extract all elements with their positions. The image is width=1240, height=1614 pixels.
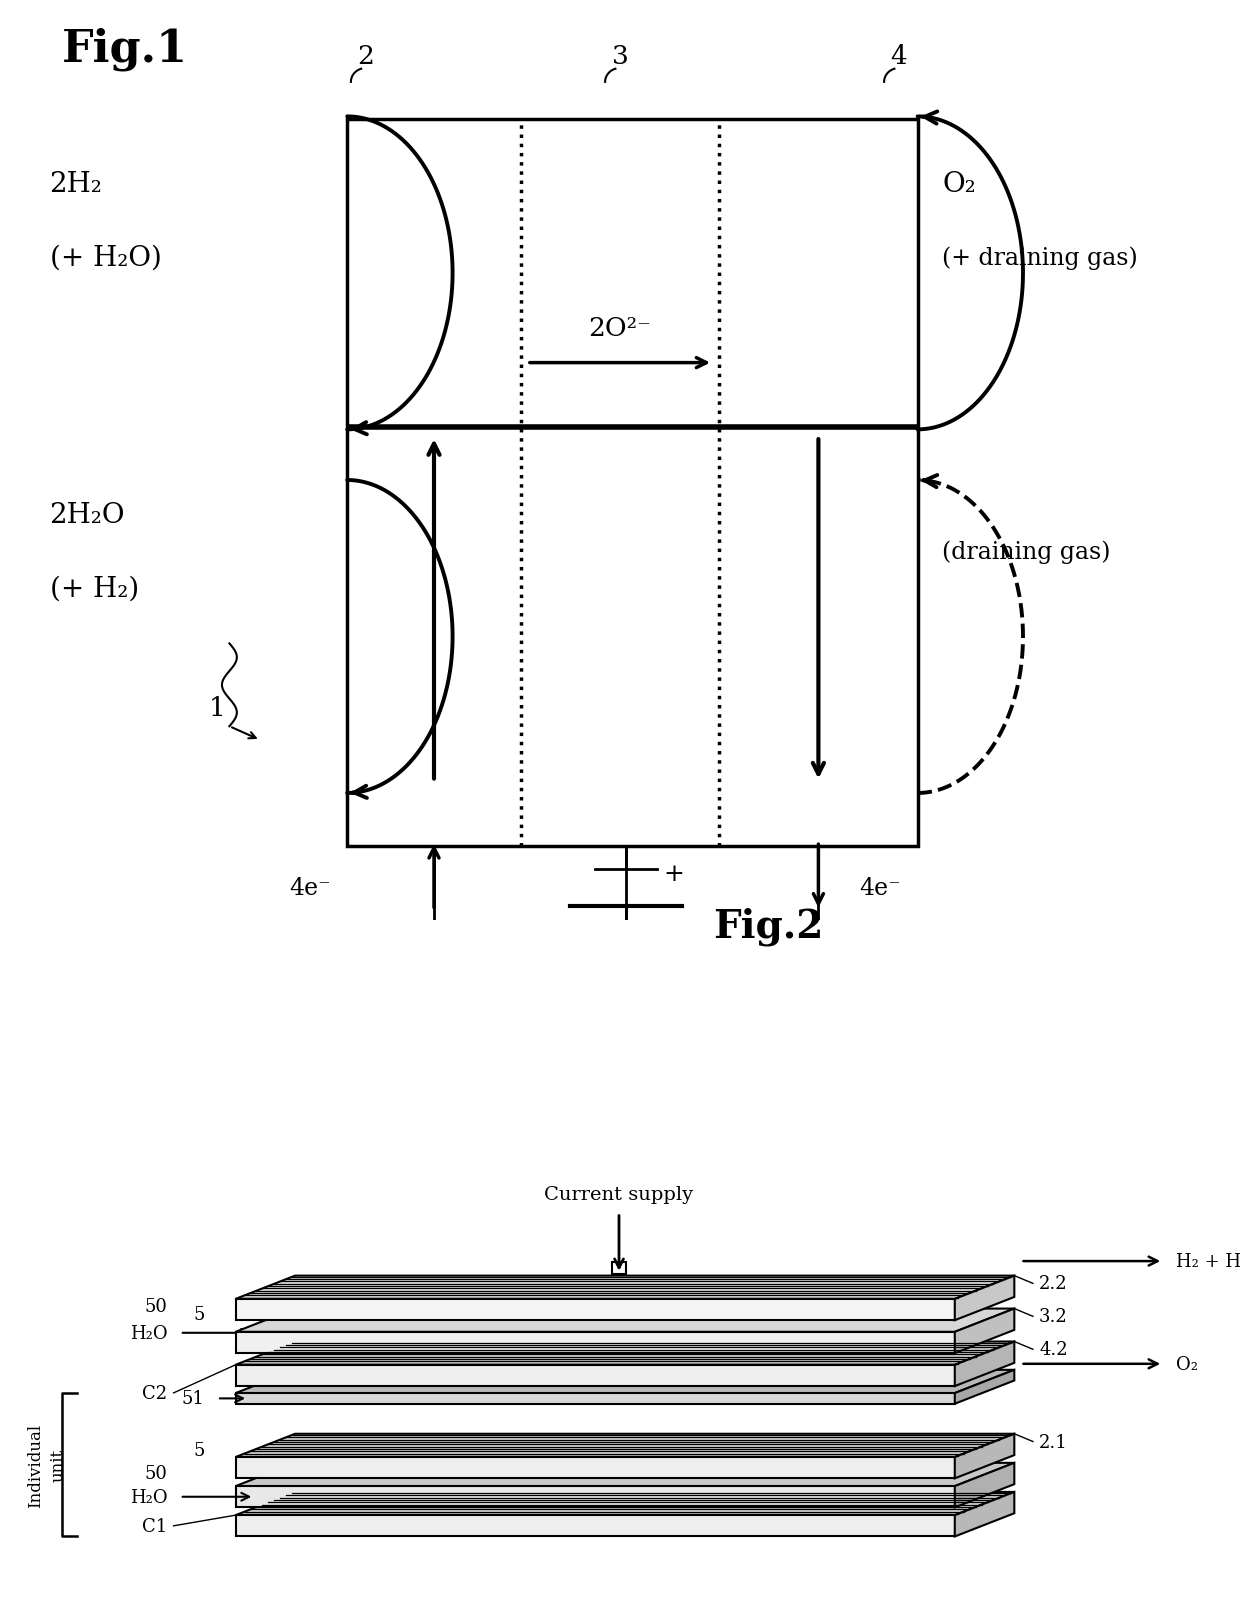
Polygon shape — [955, 1370, 1014, 1404]
Polygon shape — [236, 1370, 1014, 1393]
Text: 51: 51 — [182, 1390, 205, 1407]
Text: 4e⁻: 4e⁻ — [289, 876, 331, 899]
Text: Fig.1: Fig.1 — [62, 27, 188, 71]
Text: Current supply: Current supply — [544, 1185, 693, 1202]
Text: 4: 4 — [890, 44, 908, 69]
Text: 4e⁻: 4e⁻ — [859, 876, 901, 899]
Text: 2O²⁻: 2O²⁻ — [589, 315, 651, 341]
Text: O₂: O₂ — [1176, 1356, 1198, 1374]
Polygon shape — [236, 1393, 955, 1404]
Polygon shape — [236, 1516, 955, 1537]
Polygon shape — [955, 1491, 1014, 1537]
Text: 5: 5 — [193, 1441, 205, 1459]
Polygon shape — [236, 1486, 955, 1507]
Polygon shape — [955, 1309, 1014, 1353]
Polygon shape — [236, 1365, 955, 1386]
Text: 2H₂O: 2H₂O — [50, 502, 125, 529]
Text: O₂: O₂ — [942, 171, 976, 197]
Text: 2H₂: 2H₂ — [50, 171, 103, 197]
Text: 3: 3 — [611, 44, 629, 69]
Text: C1: C1 — [143, 1517, 167, 1535]
Text: 50: 50 — [145, 1464, 167, 1482]
Text: 5: 5 — [193, 1306, 205, 1323]
Text: 2: 2 — [357, 44, 374, 69]
Text: −: − — [568, 894, 589, 918]
Text: Fig.2: Fig.2 — [713, 907, 825, 946]
Polygon shape — [236, 1275, 1014, 1299]
Text: (+ H₂): (+ H₂) — [50, 575, 139, 602]
Text: (draining gas): (draining gas) — [942, 541, 1111, 563]
Text: (+ H₂O): (+ H₂O) — [50, 244, 161, 271]
Polygon shape — [955, 1341, 1014, 1386]
Polygon shape — [955, 1462, 1014, 1507]
Polygon shape — [236, 1491, 1014, 1516]
Text: H₂O: H₂O — [130, 1488, 167, 1506]
Text: 2.2: 2.2 — [1039, 1275, 1068, 1293]
Text: 2.1: 2.1 — [1039, 1433, 1068, 1451]
Polygon shape — [955, 1275, 1014, 1320]
Polygon shape — [236, 1457, 955, 1478]
Text: +: + — [663, 862, 684, 886]
Text: Individual
unit: Individual unit — [27, 1424, 67, 1507]
Polygon shape — [236, 1433, 1014, 1457]
Text: H₂O: H₂O — [130, 1323, 167, 1341]
Polygon shape — [955, 1433, 1014, 1478]
Text: 3.2: 3.2 — [1039, 1307, 1068, 1325]
Polygon shape — [611, 1262, 626, 1273]
Polygon shape — [236, 1299, 955, 1320]
Polygon shape — [236, 1341, 1014, 1365]
Text: (+ draining gas): (+ draining gas) — [942, 245, 1138, 270]
Polygon shape — [236, 1332, 955, 1353]
Text: 1: 1 — [208, 696, 226, 721]
Polygon shape — [236, 1462, 1014, 1486]
Text: 50: 50 — [145, 1298, 167, 1315]
Polygon shape — [236, 1309, 1014, 1332]
Text: C2: C2 — [143, 1385, 167, 1403]
Text: H₂ + H₂O: H₂ + H₂O — [1176, 1252, 1240, 1270]
Text: 4.2: 4.2 — [1039, 1341, 1068, 1359]
